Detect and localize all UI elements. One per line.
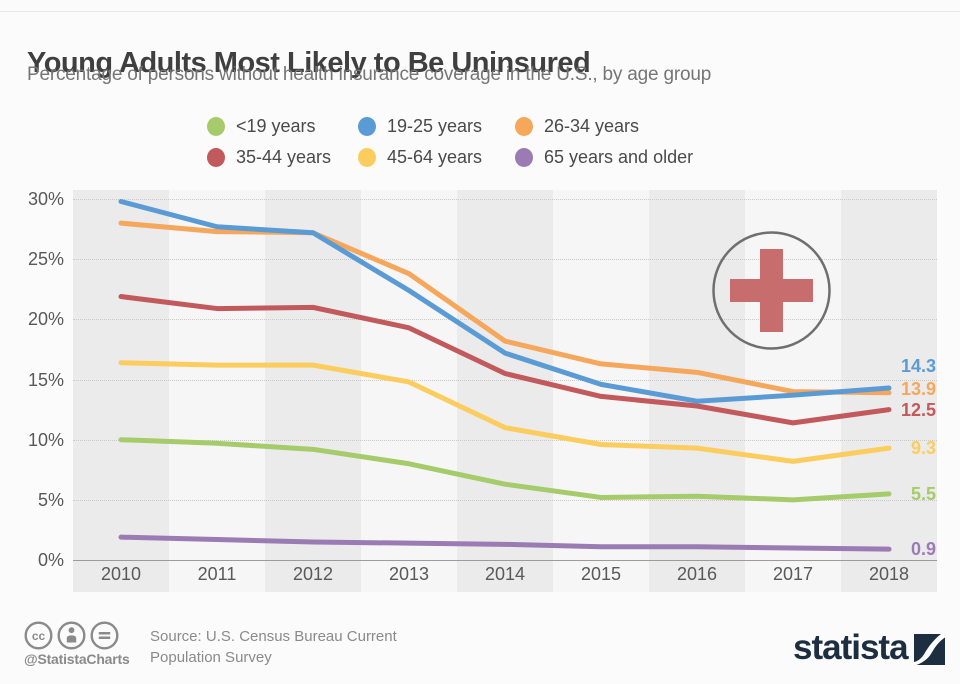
page-title: Young Adults Most Likely to Be Uninsured	[27, 47, 591, 80]
legend-dot-icon	[207, 116, 225, 136]
y-axis-label: 30%	[27, 189, 64, 210]
line-45-64-years	[118, 360, 892, 464]
gridline-10	[73, 439, 937, 441]
x-axis-label: 2010	[100, 564, 142, 584]
gridline-0	[73, 560, 937, 561]
legend-dot-icon	[515, 116, 533, 136]
attribution-person-icon[interactable]	[57, 621, 86, 650]
line-35-44-years	[118, 294, 892, 426]
y-axis-label: 5%	[37, 489, 64, 510]
year-band-2014	[457, 190, 553, 592]
y-axis-label: 25%	[27, 249, 64, 270]
legend-item-5: 45-64 years	[358, 144, 515, 170]
legend-item-2: 19-25 years	[358, 113, 515, 139]
license-badges[interactable]: cc	[24, 621, 123, 650]
svg-text:cc: cc	[32, 629, 46, 643]
value-label: 13.9	[900, 378, 936, 399]
legend-label: <19 years	[236, 115, 316, 136]
year-band-2010	[73, 190, 169, 592]
x-axis-label: 2015	[580, 564, 622, 584]
legend-dot-icon	[358, 147, 376, 167]
line-19-25-years	[118, 199, 892, 404]
year-band-2016	[649, 190, 745, 592]
line--19-years	[118, 437, 892, 503]
page-subtitle: Percentage of persons without health ins…	[27, 64, 712, 85]
gridline-5	[73, 499, 937, 501]
x-axis-label: 2013	[388, 564, 430, 584]
source-line-2: Population Survey	[150, 649, 272, 666]
legend-item-3: 26-34 years	[515, 113, 693, 139]
gridline-15	[73, 379, 937, 381]
value-label: 9.3	[910, 438, 936, 459]
top-divider	[0, 11, 960, 12]
legend-item-4: 35-44 years	[207, 144, 358, 170]
gridline-25	[73, 259, 937, 261]
value-label: 5.5	[910, 483, 936, 504]
year-band-2012	[265, 190, 361, 592]
source-line-1: Source: U.S. Census Bureau Current	[150, 628, 397, 645]
x-axis-label: 2018	[868, 564, 910, 584]
line-65-years-and-older	[118, 534, 892, 552]
x-axis-label: 2017	[772, 564, 814, 584]
x-axis-label: 2014	[484, 564, 526, 584]
statista-logo[interactable]: statista	[793, 630, 945, 665]
legend-item-1: <19 years	[207, 113, 358, 139]
legend-dot-icon	[358, 116, 376, 136]
source-note: Source: U.S. Census Bureau Current Popul…	[150, 626, 397, 668]
year-band-2011	[169, 190, 265, 592]
legend-item-6: 65 years and older	[515, 144, 693, 170]
x-axis-label: 2016	[676, 564, 718, 584]
legend-label: 65 years and older	[544, 146, 694, 167]
legend-label: 45-64 years	[387, 146, 483, 167]
legend-label: 35-44 years	[236, 146, 332, 167]
value-label: 12.5	[900, 399, 936, 420]
y-axis-label: 0%	[37, 550, 64, 570]
gridline-30	[73, 199, 937, 201]
no-derivatives-icon[interactable]	[90, 621, 119, 650]
value-label: 14.3	[900, 355, 936, 376]
value-label: 0.9	[910, 539, 936, 560]
y-axis-label: 10%	[27, 429, 64, 450]
cc-icon[interactable]: cc	[24, 621, 53, 650]
legend: <19 years 19-25 years 26-34 years 35-44 yea…	[207, 113, 693, 170]
legend-dot-icon	[515, 147, 533, 167]
statista-logo-text: statista	[793, 628, 909, 667]
statista-charts-handle[interactable]: @StatistaCharts	[24, 651, 130, 667]
line-26-34-years	[118, 220, 892, 396]
y-axis-label: 20%	[27, 309, 64, 330]
legend-label: 19-25 years	[387, 115, 483, 136]
legend-dot-icon	[207, 147, 225, 167]
x-axis-label: 2011	[197, 564, 237, 584]
y-axis-label: 15%	[27, 369, 64, 390]
statista-logo-mark	[913, 634, 945, 665]
year-band-2013	[361, 190, 457, 592]
medical-cross-icon	[712, 231, 831, 350]
x-axis-label: 2012	[292, 564, 334, 584]
gridline-20	[73, 319, 937, 321]
legend-label: 26-34 years	[544, 115, 640, 136]
